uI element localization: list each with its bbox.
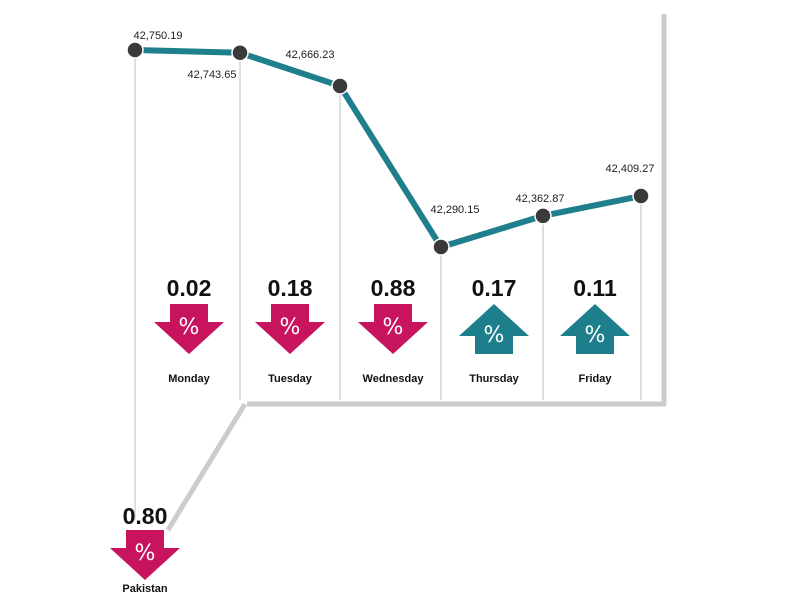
- down-arrow-icon: [110, 530, 180, 580]
- down-arrow-icon: [358, 304, 428, 354]
- daily-change-value: 0.11: [573, 275, 617, 301]
- percent-icon: %: [383, 315, 404, 340]
- point-markers: [126, 41, 650, 256]
- daily-change-value: 0.02: [167, 275, 212, 301]
- daily-change-cards: 0.02% Monday 0.18% Tuesday 0.88% Wednesday 0.1…: [154, 275, 630, 385]
- down-arrow-icon: [154, 304, 224, 354]
- day-card-tuesday: 0.18% Tuesday: [255, 275, 325, 385]
- point-value-label: 42,666.23: [286, 49, 335, 61]
- point-value-label: 42,743.65: [188, 69, 237, 81]
- point-value-label: 42,750.19: [134, 30, 183, 42]
- point-marker: [231, 44, 249, 62]
- point-value-label: 42,290.15: [431, 204, 480, 216]
- day-card-monday: 0.02% Monday: [154, 275, 224, 385]
- summary-change-value: 0.80: [123, 503, 168, 529]
- daily-change-value: 0.18: [268, 275, 313, 301]
- callout-pointer: [165, 402, 248, 532]
- daily-change-value: 0.17: [472, 275, 517, 301]
- day-separators: [134, 50, 642, 520]
- day-label: Thursday: [469, 373, 519, 385]
- point-value-labels: 42,750.19 42,743.65 42,666.23 42,290.15 42,3…: [134, 30, 655, 216]
- point-value-label: 42,362.87: [516, 193, 565, 205]
- percent-icon: %: [484, 323, 505, 348]
- day-label: Monday: [168, 373, 210, 385]
- up-arrow-icon: [459, 304, 529, 354]
- day-label: Friday: [578, 373, 612, 385]
- summary-card: 0.80% Pakistan: [110, 503, 180, 595]
- point-marker: [432, 238, 450, 256]
- day-card-friday: 0.11% Friday: [560, 275, 630, 385]
- day-card-wednesday: 0.88% Wednesday: [358, 275, 428, 385]
- chart-frame: [165, 14, 667, 532]
- point-value-label: 42,409.27: [606, 163, 655, 175]
- daily-change-value: 0.88: [371, 275, 416, 301]
- index-line: [132, 47, 644, 250]
- day-label: Wednesday: [363, 373, 425, 385]
- percent-icon: %: [135, 541, 156, 566]
- percent-icon: %: [585, 323, 606, 348]
- point-marker: [126, 41, 144, 59]
- point-marker: [534, 207, 552, 225]
- point-marker: [331, 77, 349, 95]
- down-arrow-icon: [255, 304, 325, 354]
- point-marker: [632, 187, 650, 205]
- percent-icon: %: [179, 315, 200, 340]
- up-arrow-icon: [560, 304, 630, 354]
- day-card-thursday: 0.17% Thursday: [459, 275, 529, 385]
- summary-label: Pakistan: [122, 583, 168, 595]
- percent-icon: %: [280, 315, 301, 340]
- day-label: Tuesday: [268, 373, 313, 385]
